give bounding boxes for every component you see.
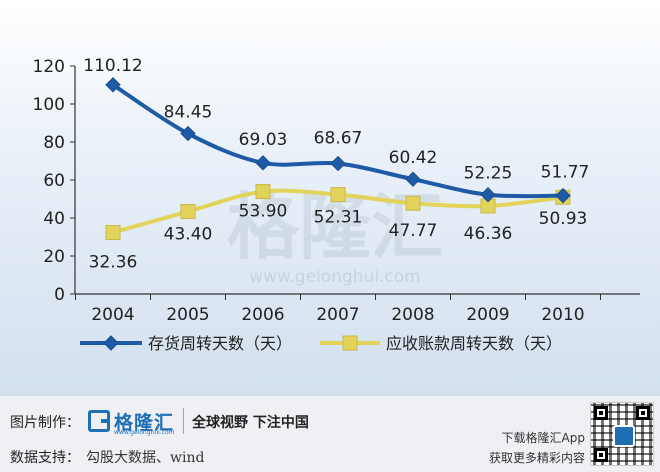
data-label-receivables: 52.31	[314, 208, 363, 228]
data-source: 数据支持： 勾股大数据、wind	[10, 447, 204, 467]
y-tick-label: 0	[54, 285, 65, 305]
data-point-receivables	[180, 204, 196, 220]
data-label-inventory: 69.03	[239, 130, 288, 150]
brand-mark-icon	[88, 410, 110, 432]
y-tick-label: 80	[43, 133, 65, 153]
data-point-receivables	[255, 184, 271, 200]
y-tick-label: 120	[33, 57, 65, 77]
x-tick-label: 2010	[541, 305, 584, 325]
data-point-inventory	[255, 155, 271, 171]
x-tick-label: 2009	[466, 305, 509, 325]
data-label-receivables: 50.93	[539, 209, 588, 229]
qr-brand-icon	[613, 425, 635, 447]
slogan: 全球视野 下注中国	[192, 415, 309, 431]
legend-marker-inventory	[103, 335, 119, 351]
data-point-inventory	[480, 187, 496, 203]
brand-name: 格隆汇	[114, 411, 175, 434]
x-tick-label: 2004	[91, 305, 134, 325]
y-tick-label: 60	[43, 171, 65, 191]
qr-code-icon[interactable]	[590, 402, 654, 466]
data-label-inventory: 52.25	[464, 164, 513, 184]
data-point-inventory	[405, 171, 421, 187]
data-label-inventory: 60.42	[389, 148, 438, 168]
made-by-label: 图片制作：	[10, 415, 80, 431]
legend-marker-receivables	[342, 335, 358, 351]
qr-finder	[594, 448, 608, 462]
y-tick-label: 40	[43, 209, 65, 229]
promo-download[interactable]: 下载格隆汇App	[501, 431, 585, 445]
data-point-inventory	[330, 155, 346, 172]
data-label-inventory: 84.45	[164, 103, 213, 123]
legend-label-inventory: 存货周转天数（天）	[148, 334, 292, 353]
qr-finder	[636, 406, 650, 420]
data-label-receivables: 53.90	[239, 202, 288, 222]
x-tick-label: 2008	[391, 305, 434, 325]
data-label-receivables: 43.40	[164, 225, 213, 245]
data-point-receivables	[105, 225, 121, 241]
data-source-label: 数据支持：	[10, 450, 80, 466]
data-label-receivables: 46.36	[464, 224, 513, 244]
data-label-receivables: 32.36	[89, 253, 138, 273]
qr-finder	[594, 406, 608, 420]
data-point-inventory	[555, 187, 571, 204]
data-label-inventory: 68.67	[314, 129, 363, 149]
data-point-inventory	[180, 125, 196, 142]
chart-panel: 格隆汇 www.gelonghui.com 0 20 40 60 80 100 120 2004 2…	[0, 0, 660, 395]
brand-logo[interactable]: 格隆汇 www.gelonghui.com	[88, 406, 175, 436]
data-label-receivables: 47.77	[389, 221, 438, 241]
data-point-receivables	[330, 187, 346, 203]
watermark-url: www.gelonghui.com	[249, 267, 420, 287]
x-tick-label: 2007	[316, 305, 359, 325]
legend-label-receivables: 应收账款周转天数（天）	[386, 334, 562, 353]
data-source-value: 勾股大数据、wind	[86, 450, 205, 466]
data-label-inventory: 110.12	[83, 56, 142, 76]
promo-more-content: 获取更多精彩内容	[488, 451, 585, 465]
y-tick-label: 100	[33, 95, 65, 115]
x-tick-label: 2005	[166, 305, 209, 325]
footer: 图片制作： 格隆汇 www.gelonghui.com 全球视野 下注中国 数据…	[0, 395, 660, 472]
y-tick-label: 20	[43, 247, 65, 267]
data-point-receivables	[405, 195, 421, 211]
brand-url: www.gelonghui.com	[114, 429, 175, 436]
data-label-inventory: 51.77	[541, 163, 590, 183]
data-point-inventory	[105, 77, 121, 93]
footer-divider	[183, 408, 184, 434]
x-tick-label: 2006	[241, 305, 284, 325]
